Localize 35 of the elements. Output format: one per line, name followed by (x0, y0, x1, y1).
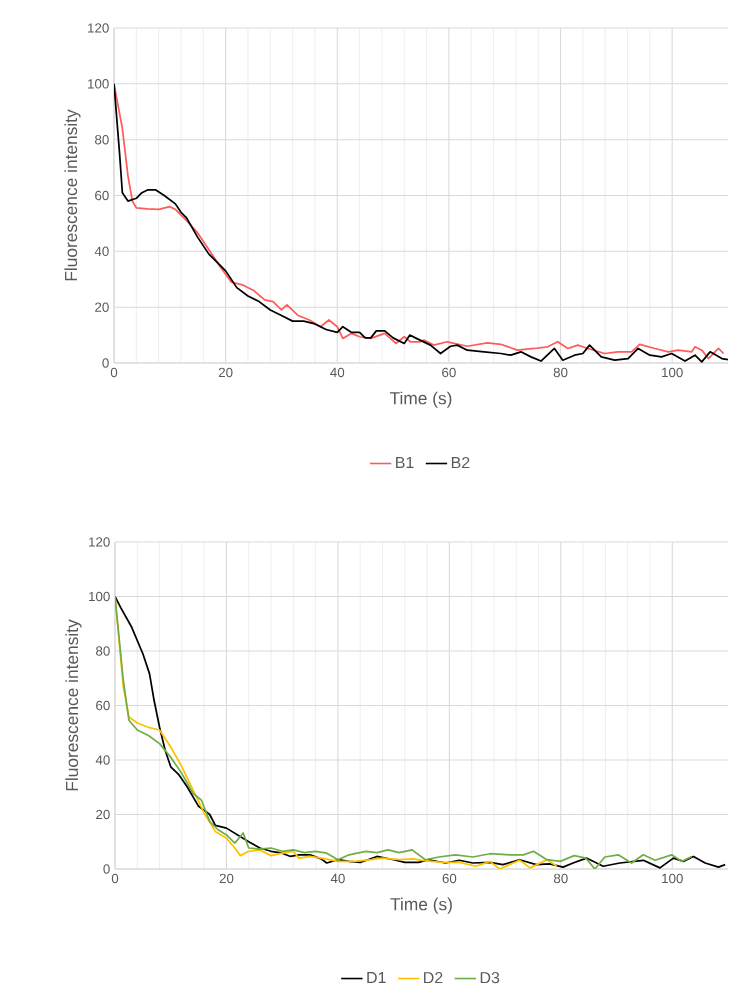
x-tick-label: 80 (553, 873, 568, 884)
x-tick-label: 100 (662, 873, 683, 884)
x-axis-title: Time (s) (390, 897, 452, 914)
y-tick-label: 40 (95, 755, 110, 765)
x-tick-label: 20 (218, 367, 233, 378)
y-tick-label: 0 (102, 358, 109, 368)
x-tick-label: 40 (330, 367, 345, 378)
legend-label: D2 (424, 971, 443, 984)
y-tick-label: 100 (89, 591, 110, 602)
x-tick-label: 80 (553, 367, 568, 378)
legend-label: D3 (480, 971, 500, 984)
y-tick-label: 60 (96, 700, 110, 711)
y-tick-label: 100 (88, 79, 109, 89)
y-tick-label: 120 (89, 537, 110, 547)
legend-label: B1 (396, 457, 414, 468)
y-tick-label: 20 (95, 302, 109, 312)
legend-label: B2 (451, 456, 470, 469)
y-tick-label: 0 (103, 864, 110, 874)
x-axis-title: Time (s) (389, 391, 452, 408)
x-tick-label: 100 (662, 367, 683, 378)
legend-label: D1 (367, 972, 386, 984)
y-tick-label: 40 (94, 246, 109, 257)
y-tick-label: 60 (95, 190, 109, 201)
y-tick-label: 80 (96, 646, 110, 656)
y-tick-label: 20 (96, 809, 110, 820)
x-tick-label: 40 (330, 873, 345, 884)
y-tick-label: 120 (88, 23, 109, 33)
y-axis-title: Fluorescence intensity (64, 109, 81, 281)
x-tick-label: 0 (111, 873, 119, 884)
x-tick-label: 20 (219, 873, 234, 884)
y-axis-title: Fluorescence intensity (65, 619, 82, 791)
x-tick-label: 0 (110, 367, 118, 378)
x-tick-label: 60 (442, 873, 457, 884)
y-tick-label: 80 (95, 134, 109, 145)
x-tick-label: 60 (442, 367, 456, 378)
